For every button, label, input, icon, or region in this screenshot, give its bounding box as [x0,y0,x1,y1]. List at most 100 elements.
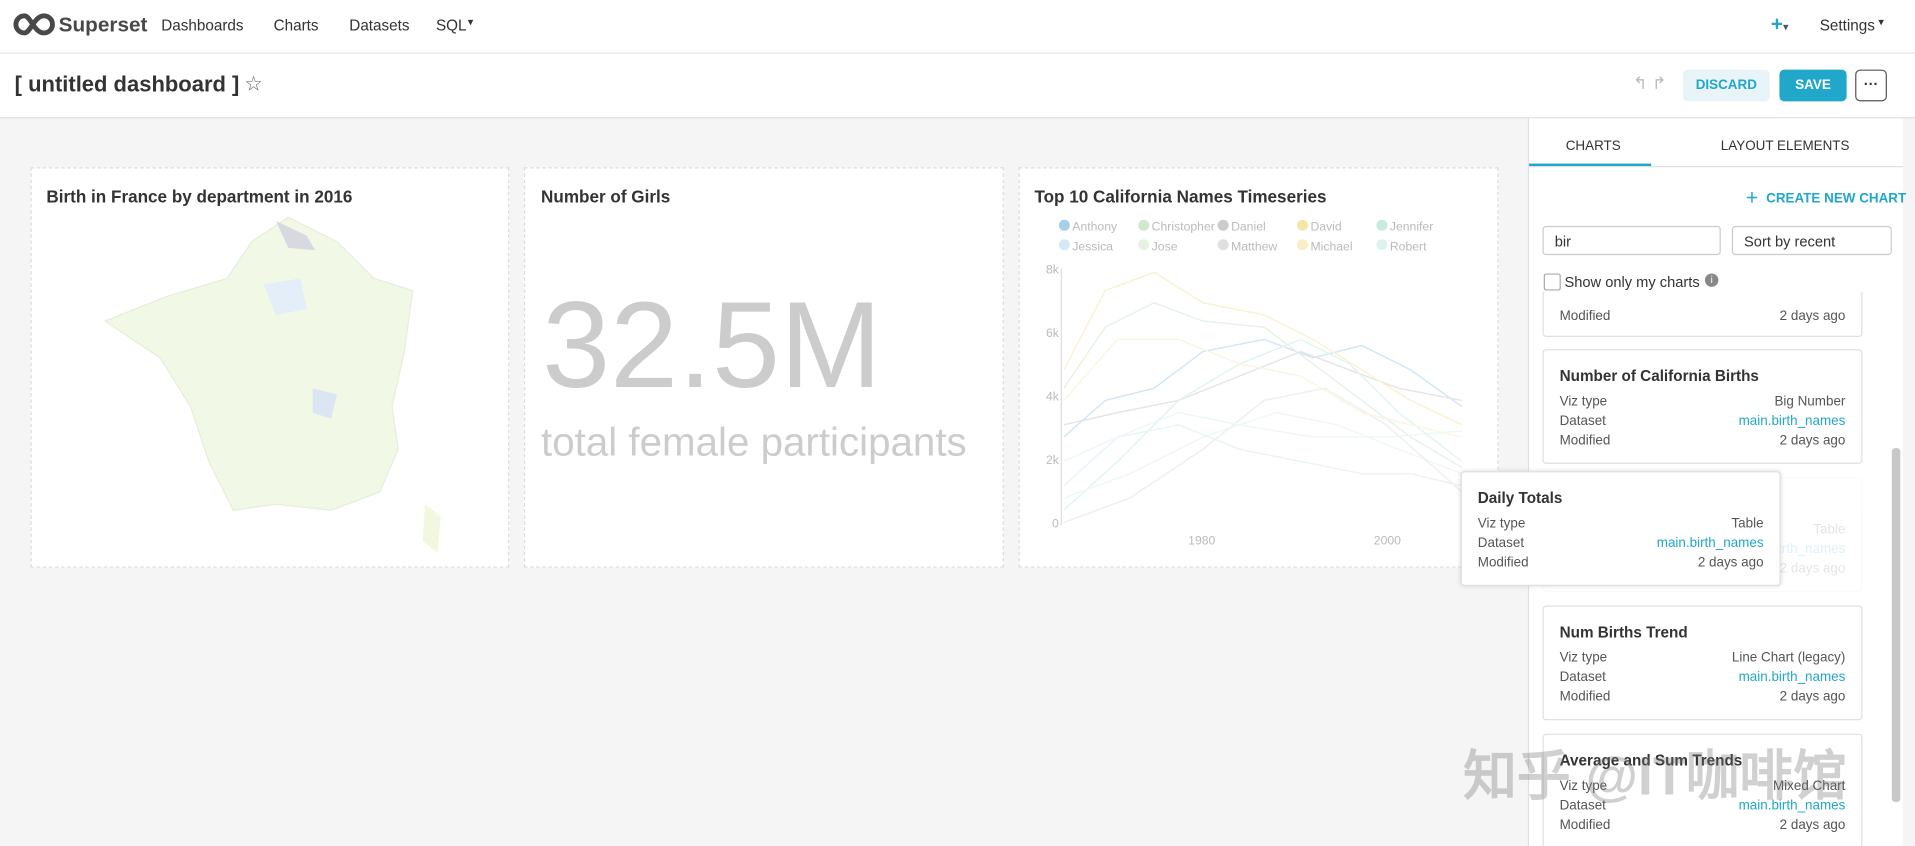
legend-item[interactable]: Robert [1376,239,1426,254]
y-tick-label: 2k [1046,453,1060,467]
legend-item[interactable]: Daniel [1217,219,1266,235]
field-label: Dataset [1559,413,1606,429]
legend-dot [1297,219,1309,231]
legend-dot [1058,219,1070,231]
field-value: 2 days ago [1697,555,1764,571]
create-label: CREATE NEW CHART [1766,191,1907,207]
field-row: Viz type Mixed Chart [1560,779,1846,794]
legend-item[interactable]: Jose [1138,239,1177,254]
caret: ▾ [467,15,474,29]
card-title: Num Births Trend [1559,623,1688,641]
legend-label: Matthew [1231,240,1278,254]
chart-panel: Birth in France by department in 2016 [30,167,510,568]
chart-card[interactable]: Modified 2 days ago [1542,291,1863,337]
legend-item[interactable]: David [1297,219,1342,234]
legend-label: Christopher [1151,220,1215,235]
field-label: Modified [1559,433,1611,449]
search-input[interactable]: bir [1542,225,1721,256]
legend-item[interactable]: Christopher [1138,219,1215,235]
tab[interactable]: CHARTS [1565,139,1621,154]
create-chart[interactable]: ＋ CREATE NEW CHART [1745,191,1907,207]
chart-card[interactable]: Average and Sum Trends Viz type Mixed Char… [1542,733,1863,846]
field-value: main.birth_names [1738,670,1846,685]
field-label: Modified [1477,555,1529,571]
star[interactable]: ☆ [244,72,263,96]
brand[interactable]: Superset [58,13,148,37]
field-row: Dataset main.birth_names [1478,536,1764,551]
chart-card[interactable]: Number of California Births Viz type Big N… [1542,349,1863,464]
field-row: Dataset main.birth_names [1560,798,1846,813]
drag-card[interactable]: Daily Totals Viz type Table Dataset main.bir… [1460,471,1781,586]
logo [13,13,55,36]
france-map [103,216,441,554]
plus-menu[interactable]: +▾ [1770,12,1789,36]
field-value: Table [1813,522,1846,538]
dashboard-title[interactable]: [ untitled dashboard ] [14,72,240,97]
field-label: Viz type [1559,778,1608,794]
legend-dot [1376,239,1388,251]
chart-panel: Number of Girls 32.5M total female parti… [523,167,1004,568]
nav-link[interactable]: Dashboards [161,17,244,35]
more-button[interactable]: ··· [1855,69,1887,102]
field-value: Line Chart (legacy) [1731,650,1846,666]
field-value: main.birth_names [1656,535,1764,551]
legend-dot [1138,219,1150,231]
checkbox[interactable] [1543,273,1561,291]
field-label: Viz type [1559,394,1608,409]
field-row: Viz type Big Number [1560,394,1846,409]
subheader: total female participants [541,418,967,464]
field-label: Viz type [1559,650,1608,666]
settings[interactable]: Settings [1819,17,1875,35]
nav-link[interactable]: Charts [273,17,319,35]
legend-label: Michael [1310,240,1353,254]
nav-link[interactable]: SQL [436,17,467,35]
legend-dot [1138,239,1150,251]
legend-label: Jose [1151,240,1178,254]
field-value: 2 days ago [1779,689,1846,705]
legend-dot [1217,239,1229,251]
chart-card[interactable]: Num Births Trend Viz type Line Chart (lega… [1542,605,1863,721]
legend-dot [1217,219,1229,231]
y-tick-label: 6k [1046,326,1060,340]
legend-item[interactable]: Jennifer [1376,219,1434,235]
field-row: Modified 2 days ago [1478,555,1764,570]
legend-item[interactable]: Anthony [1058,219,1118,235]
field-row: Dataset main.birth_names [1560,670,1846,685]
tab-indicator [1529,163,1652,167]
divider [1529,166,1903,168]
chart-title: Number of Girls [541,186,671,207]
field-value: Mixed Chart [1772,778,1846,794]
discard-button[interactable]: DISCARD [1682,69,1770,102]
legend-label: Jennifer [1389,220,1434,235]
legend-label: Jessica [1072,240,1114,254]
save-button[interactable]: SAVE [1779,69,1847,102]
tab[interactable]: LAYOUT ELEMENTS [1720,139,1850,154]
checkbox-label[interactable]: Show only my charts [1564,273,1700,291]
field-label: Dataset [1559,670,1606,685]
header: [ untitled dashboard ] ☆ ↰ ↱ DISCARD SAV… [0,53,1915,119]
undo[interactable]: ↰ ↱ [1632,73,1667,93]
legend-label: Anthony [1072,220,1118,235]
field-value: main.birth_names [1738,413,1846,429]
field-label: Viz type [1477,516,1526,532]
legend-dot [1058,239,1070,251]
legend-item[interactable]: Michael [1297,239,1353,254]
legend-dot [1297,239,1309,251]
field-row: Dataset main.birth_names [1560,414,1846,429]
sort-select[interactable]: Sort by recent [1731,225,1892,256]
legend-item[interactable]: Matthew [1217,239,1278,254]
watermark: 知乎 @IT咖啡馆 [1463,747,1847,807]
legend: Anthony Christopher Daniel David Jennifer Jes… [1058,219,1474,259]
field-row: Viz type Line Chart (legacy) [1560,651,1846,666]
navbar: Superset Dashboards Charts Datasets SQL … [0,0,1915,54]
nav-link[interactable]: Datasets [349,17,410,35]
info-icon: i [1704,273,1719,287]
card-title: Number of California Births [1559,367,1759,385]
x-tick-label: 2000 [1374,533,1401,547]
field-row: Viz type Table [1478,516,1764,531]
field-label: Modified [1559,689,1611,705]
field-label: Modified [1559,308,1611,324]
legend-label: Daniel [1231,220,1266,235]
legend-item[interactable]: Jessica [1058,239,1114,254]
